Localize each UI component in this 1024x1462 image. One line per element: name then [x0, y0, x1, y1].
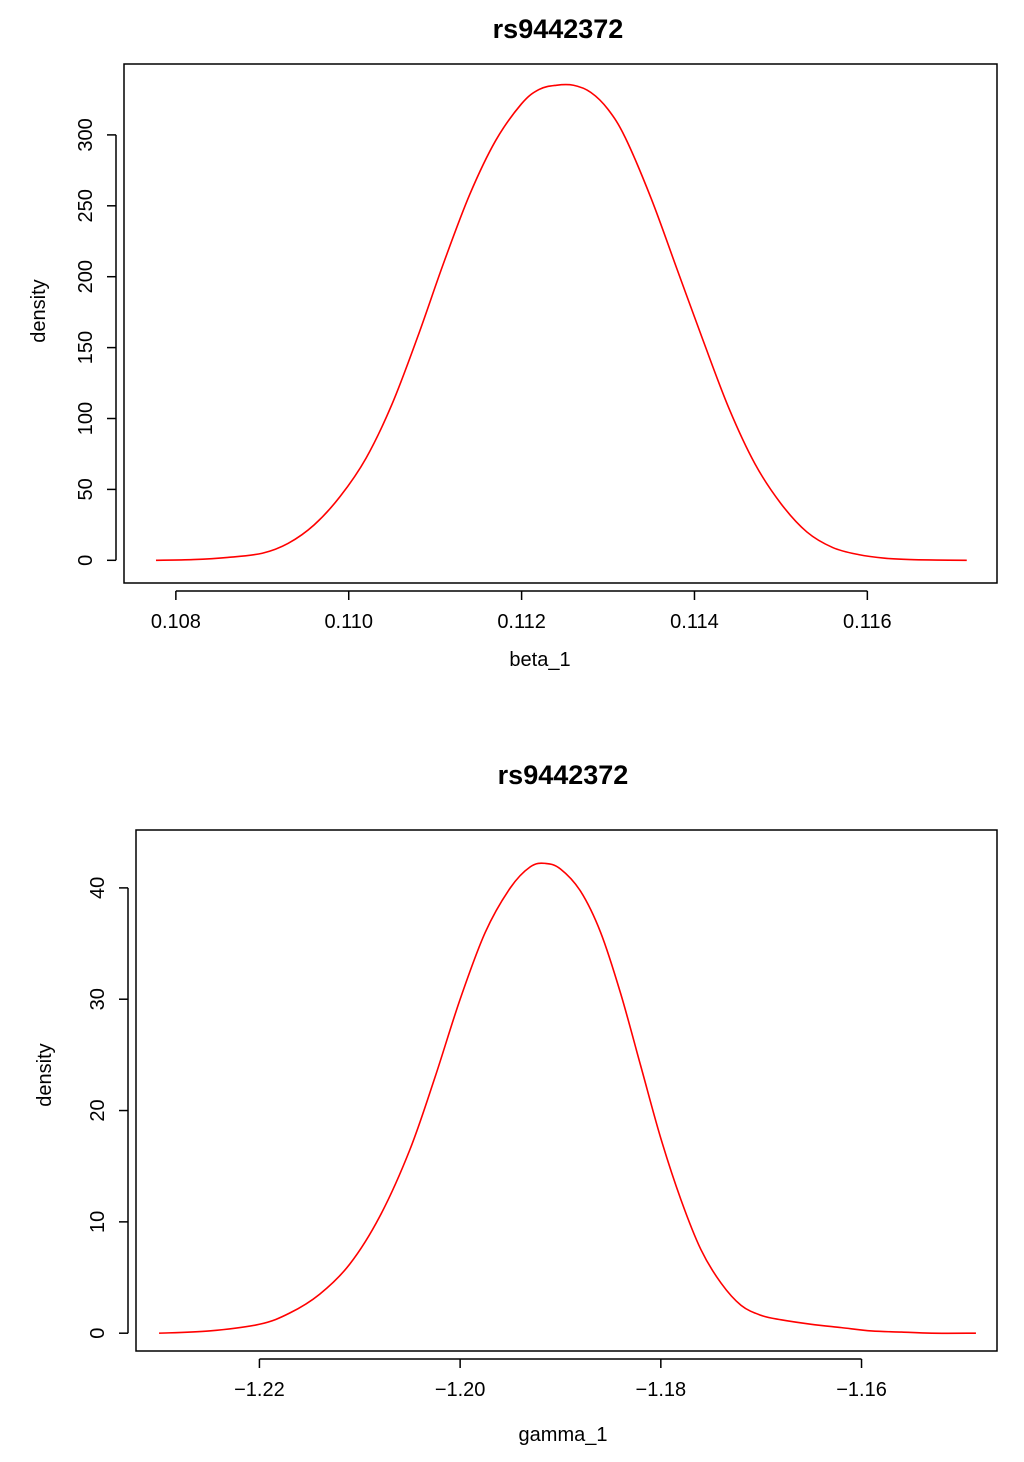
- x-axis-beta: 0.108 0.110 0.112 0.114 0.116: [151, 590, 892, 633]
- density-curve-beta: [155, 83, 967, 562]
- x-tick-label: 0.108: [151, 611, 201, 633]
- x-tick-label: −1.22: [234, 1379, 285, 1401]
- x-tick-label: 0.114: [670, 611, 719, 633]
- y-tick-label: 250: [75, 189, 97, 222]
- y-axis-label-beta: density: [28, 279, 50, 342]
- y-axis-beta: 0 50 100 150 200 250 300: [75, 118, 117, 566]
- y-tick-label: 150: [75, 331, 97, 364]
- y-axis-label-gamma: density: [34, 1043, 56, 1106]
- y-tick-label: 50: [75, 478, 97, 500]
- y-tick-label: 0: [75, 555, 97, 566]
- y-tick-label: 200: [75, 260, 97, 293]
- plot-frame-gamma: [135, 829, 998, 1352]
- x-axis-gamma: −1.22 −1.20 −1.18 −1.16: [234, 1358, 887, 1401]
- y-tick-label: 40: [87, 877, 109, 899]
- y-tick-label: 20: [87, 1099, 109, 1121]
- density-curve-gamma: [159, 862, 976, 1335]
- plot-frame-beta: [123, 63, 998, 584]
- y-tick-label: 300: [75, 118, 97, 151]
- x-tick-label: −1.16: [836, 1379, 887, 1401]
- chart-panel-gamma: rs9442372 0 10 20 30 40 −1.22 −1.20 −1.18 −1.16…: [34, 760, 998, 1446]
- y-tick-label: 30: [87, 988, 109, 1010]
- x-axis-label-gamma: gamma_1: [519, 1424, 608, 1446]
- y-axis-gamma: 0 10 20 30 40: [87, 877, 129, 1339]
- x-tick-label: 0.112: [497, 611, 546, 633]
- chart-title-beta: rs9442372: [493, 14, 624, 44]
- chart-title-gamma: rs9442372: [498, 760, 629, 790]
- x-tick-label: −1.18: [636, 1379, 687, 1401]
- x-axis-label-beta: beta_1: [509, 649, 570, 671]
- y-tick-label: 100: [75, 402, 97, 435]
- y-tick-label: 10: [87, 1211, 109, 1233]
- x-tick-label: 0.110: [324, 611, 373, 633]
- x-tick-label: −1.20: [435, 1379, 486, 1401]
- x-tick-label: 0.116: [843, 611, 892, 633]
- y-tick-label: 0: [87, 1328, 109, 1339]
